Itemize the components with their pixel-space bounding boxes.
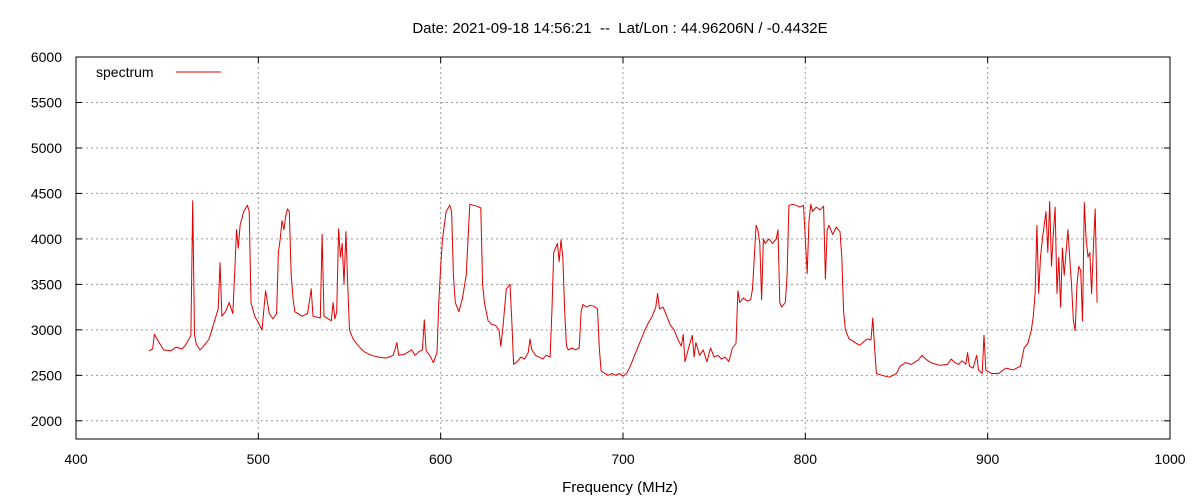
x-tick-label: 500 (247, 451, 271, 467)
x-tick-label: 1000 (1154, 451, 1185, 467)
plot-area-border (75, 56, 1171, 440)
y-tick-label: 3000 (31, 322, 62, 338)
x-tick-label: 400 (64, 451, 88, 467)
y-tick-label: 4500 (31, 185, 62, 201)
y-tick-label: 2000 (31, 413, 62, 429)
legend: spectrum (96, 64, 221, 80)
chart-title: Date: 2021-09-18 14:56:21 -- Lat/Lon : 4… (412, 20, 827, 37)
legend-label: spectrum (96, 64, 154, 80)
y-tick-label: 4000 (31, 231, 62, 247)
y-tick-label: 6000 (31, 49, 62, 65)
series-line-spectrum (148, 200, 1098, 378)
x-tick-label: 600 (429, 451, 453, 467)
y-tick-label: 2500 (31, 367, 62, 383)
x-axis-label: Frequency (MHz) (562, 479, 678, 496)
y-tick-label: 3500 (31, 276, 62, 292)
x-tick-label: 800 (794, 451, 818, 467)
y-tick-label: 5500 (31, 94, 62, 110)
axis-ticks: 400 500 600 700 800 900 1000 2000 2500 3000 3500 40… (31, 49, 1186, 467)
x-tick-label: 700 (611, 451, 635, 467)
y-tick-label: 5000 (31, 140, 62, 156)
series-layer (148, 200, 1098, 378)
x-tick-label: 900 (976, 451, 1000, 467)
